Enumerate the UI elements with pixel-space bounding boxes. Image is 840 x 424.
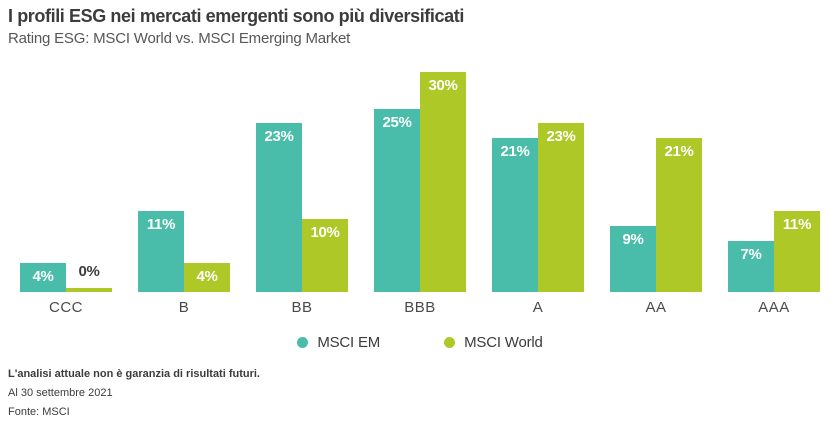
legend-dot-msci-em bbox=[297, 337, 309, 348]
bar-group-aa: 9% 21% AA bbox=[610, 138, 702, 316]
bar-msci-em-ccc: 4% bbox=[20, 262, 66, 292]
footer-disclaimer: L'analisi attuale non è garanzia di risu… bbox=[8, 368, 260, 380]
bar-value-label: 0% bbox=[78, 263, 100, 280]
bar-group-b: 11% 4% B bbox=[138, 211, 230, 316]
bar-msci-em-bb: 23% bbox=[256, 123, 302, 292]
category-label-b: B bbox=[178, 299, 190, 316]
footer-source: Fonte: MSCI bbox=[8, 406, 70, 418]
bar-msci-world-a: 23% bbox=[538, 123, 584, 292]
bar-msci-world-bb: 10% bbox=[302, 218, 348, 292]
chart-title: I profili ESG nei mercati emergenti sono… bbox=[8, 6, 464, 26]
bar-value-label: 21% bbox=[500, 143, 530, 160]
bar-value-label: 10% bbox=[310, 223, 340, 241]
bar-msci-world-bbb: 30% bbox=[420, 72, 466, 292]
bar-msci-world-aaa: 11% bbox=[774, 211, 820, 292]
bar-value-label: 11% bbox=[782, 216, 812, 234]
legend-item-msci-em: MSCI EM bbox=[297, 334, 380, 351]
chart-footer: L'analisi attuale non è garanzia di risu… bbox=[8, 365, 260, 422]
legend-label-msci-em: MSCI EM bbox=[317, 334, 381, 351]
bar-value-label: 4% bbox=[32, 267, 54, 285]
bar-value-label: 4% bbox=[196, 267, 218, 285]
bar-group-bb: 23% 10% BB bbox=[256, 123, 348, 316]
legend-label-msci-world: MSCI World bbox=[464, 334, 543, 351]
bar-msci-em-aa: 9% bbox=[610, 226, 656, 292]
bar-msci-em-bbb: 25% bbox=[374, 108, 420, 292]
bar-value-label: 9% bbox=[622, 231, 644, 248]
category-label-ccc: CCC bbox=[49, 299, 83, 316]
bar-msci-world-ccc: 0% bbox=[66, 263, 112, 292]
bar-value-label: 7% bbox=[740, 245, 762, 263]
bar-msci-em-aaa: 7% bbox=[728, 240, 774, 292]
bar-group-ccc: 4% 0% CCC bbox=[20, 262, 112, 316]
category-label-bbb: BBB bbox=[404, 299, 436, 316]
category-label-a: A bbox=[532, 299, 544, 316]
legend-item-msci-world: MSCI World bbox=[444, 334, 543, 351]
footer-date: Al 30 settembre 2021 bbox=[8, 387, 113, 399]
bar-value-label: 21% bbox=[664, 143, 694, 160]
chart-header: I profili ESG nei mercati emergenti sono… bbox=[8, 6, 832, 47]
bar-msci-world-aa: 21% bbox=[656, 138, 702, 292]
bar-value-label: 25% bbox=[382, 113, 412, 131]
bar-value-label: 30% bbox=[428, 77, 458, 94]
bar-msci-em-a: 21% bbox=[492, 138, 538, 292]
chart-subtitle: Rating ESG: MSCI World vs. MSCI Emerging… bbox=[8, 30, 351, 47]
bar-value-label: 23% bbox=[264, 128, 294, 146]
bar-group-bbb: 25% 30% BBB bbox=[374, 72, 466, 316]
legend-dot-msci-world bbox=[444, 337, 456, 348]
bar-value-label: 23% bbox=[546, 128, 576, 146]
category-label-bb: BB bbox=[291, 299, 313, 316]
category-label-aa: AA bbox=[645, 299, 667, 316]
bar-chart: 4% 0% CCC 11% 4% B 23% 10% BB 25% 30% BBB 21% 23% A 9% 2… bbox=[20, 60, 820, 316]
category-label-aaa: AAA bbox=[758, 299, 790, 316]
bar-group-aaa: 7% 11% AAA bbox=[728, 211, 820, 316]
bar-msci-world-b: 4% bbox=[184, 262, 230, 292]
bar-group-a: 21% 23% A bbox=[492, 123, 584, 316]
bar-msci-em-b: 11% bbox=[138, 211, 184, 292]
chart-legend: MSCI EM MSCI World bbox=[0, 334, 840, 351]
bar-value-label: 11% bbox=[146, 216, 176, 234]
